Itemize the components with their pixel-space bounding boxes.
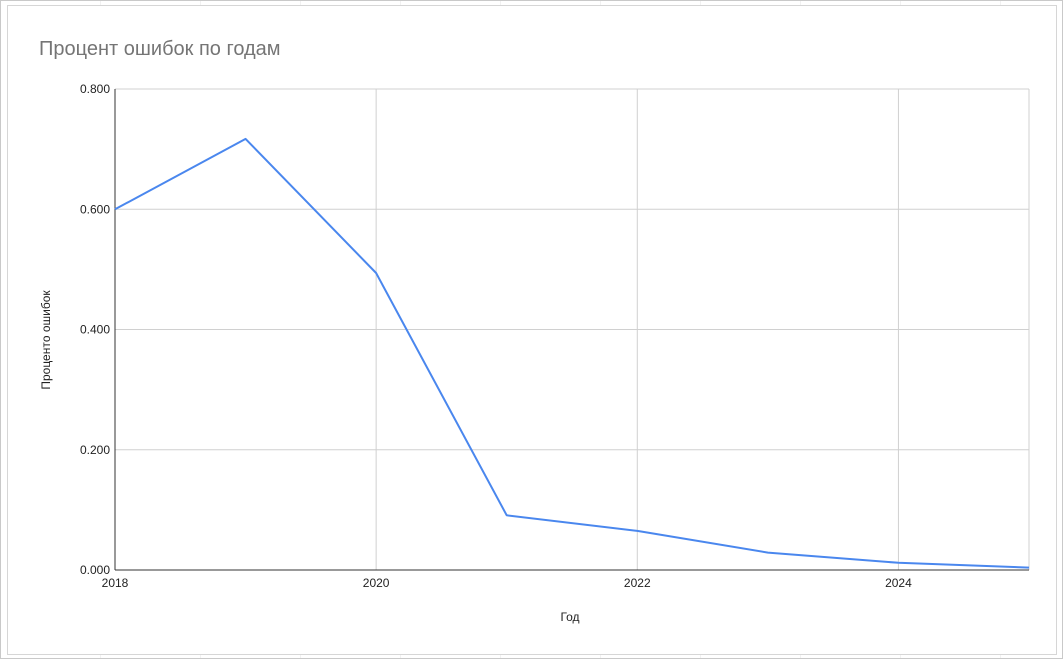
chart-card[interactable]: Процент ошибок по годам 0.000 0.200 0.400 0… [7,5,1057,655]
y-tick-label: 0.800 [80,82,110,96]
series-line [114,137,1030,569]
x-axis-label: Год [560,610,579,624]
axes [114,89,1029,571]
tick-labels: 0.000 0.200 0.400 0.600 0.800 2018 2020 2022 202… [80,82,912,590]
x-tick-label: 2022 [624,576,651,590]
chart-title: Процент ошибок по годам [39,38,281,60]
x-tick-label: 2024 [885,576,912,590]
x-tick-label: 2018 [102,576,129,590]
x-tick-label: 2020 [363,576,390,590]
y-axis-label: Процентo ошибок [39,290,53,390]
y-tick-label: 0.600 [80,202,110,216]
y-tick-label: 0.200 [80,443,110,457]
line-chart: Процент ошибок по годам 0.0000.2000.4000… [39,38,1030,624]
grid-lines [115,88,1030,570]
series-lines [114,137,1030,569]
y-tick-label: 0.400 [80,323,110,337]
y-tick-label: 0.000 [80,563,110,577]
